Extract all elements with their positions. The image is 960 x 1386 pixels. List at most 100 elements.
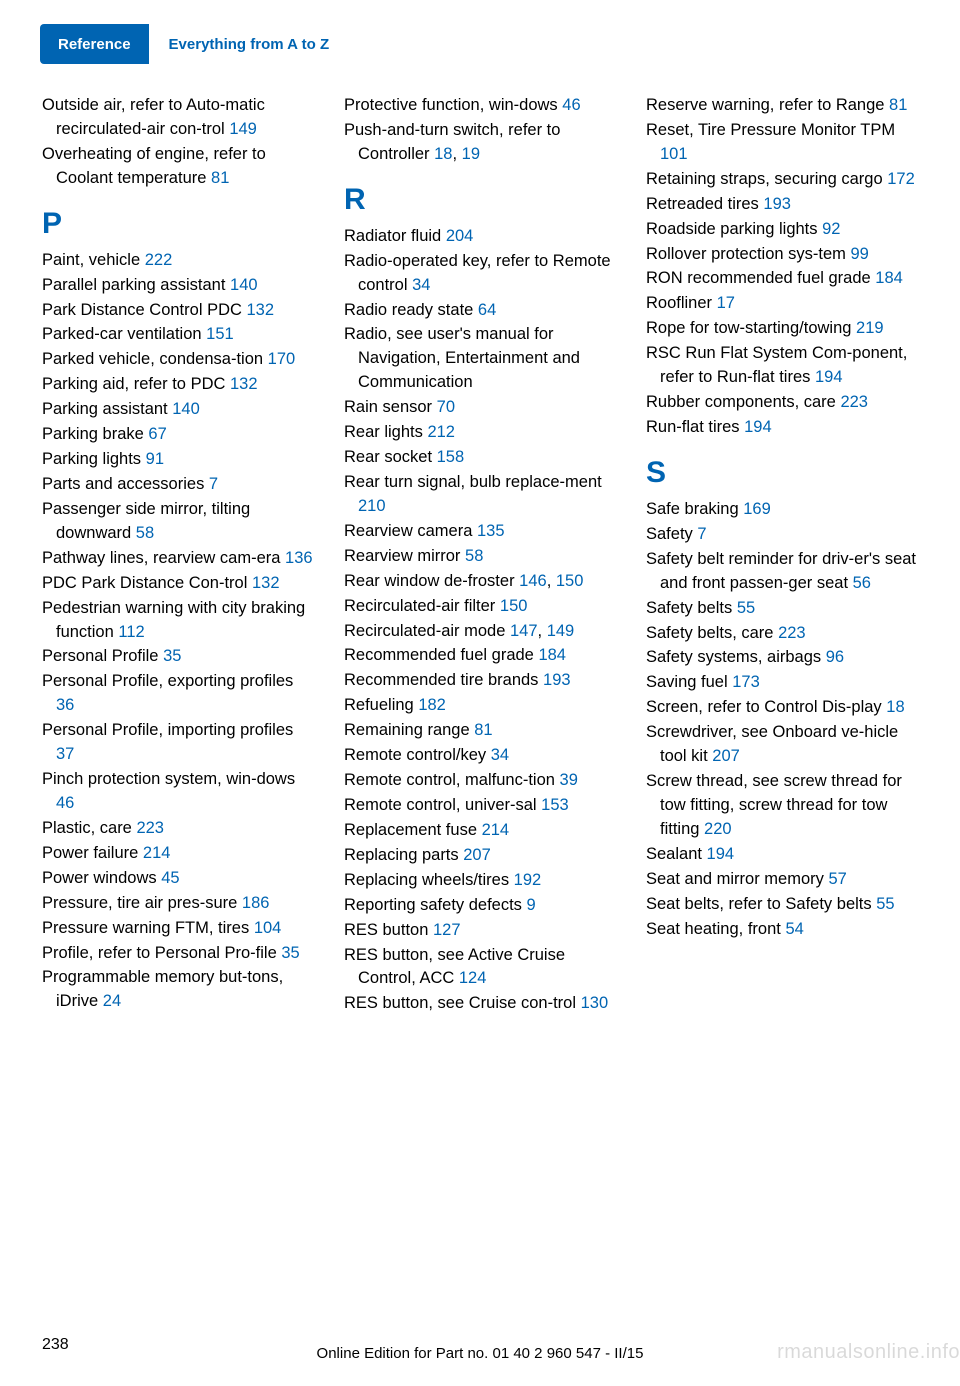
index-page-link[interactable]: 173 — [732, 673, 760, 691]
index-page-link[interactable]: 124 — [459, 969, 487, 987]
index-page-link[interactable]: 182 — [418, 696, 446, 714]
index-page-link[interactable]: 96 — [826, 648, 844, 666]
index-page-link[interactable]: 34 — [412, 276, 430, 294]
index-page-link[interactable]: 210 — [358, 497, 386, 515]
index-page-link[interactable]: 222 — [145, 251, 173, 269]
index-page-link[interactable]: 150 — [500, 597, 528, 615]
index-page-link[interactable]: 7 — [697, 525, 706, 543]
index-page-link[interactable]: 132 — [247, 301, 275, 319]
index-page-link[interactable]: 214 — [143, 844, 171, 862]
index-entry: Parking brake 67 — [42, 423, 316, 447]
index-page-link[interactable]: 132 — [252, 574, 280, 592]
index-page-link[interactable]: 153 — [541, 796, 569, 814]
index-page-link[interactable]: 70 — [437, 398, 455, 416]
index-page-link[interactable]: 112 — [118, 623, 144, 641]
index-page-link[interactable]: 194 — [707, 845, 735, 863]
index-page-link[interactable]: 223 — [778, 624, 806, 642]
index-page-link[interactable]: 223 — [840, 393, 868, 411]
index-page-link[interactable]: 186 — [242, 894, 270, 912]
index-page-link[interactable]: 172 — [887, 170, 915, 188]
index-page-link[interactable]: 146 — [519, 572, 547, 590]
index-page-link[interactable]: 204 — [446, 227, 474, 245]
index-page-link[interactable]: 132 — [230, 375, 258, 393]
index-page-link[interactable]: 39 — [560, 771, 578, 789]
index-page-link[interactable]: 136 — [285, 549, 313, 567]
index-page-link[interactable]: 184 — [538, 646, 566, 664]
index-page-link[interactable]: 214 — [482, 821, 510, 839]
index-entry: Radiator fluid 204 — [344, 225, 618, 249]
index-entry-text: Protective function, win‐dows — [344, 96, 562, 114]
index-entry: Seat heating, front 54 — [646, 918, 920, 942]
index-page-link[interactable]: 81 — [889, 96, 907, 114]
index-page-link[interactable]: 170 — [268, 350, 296, 368]
index-page-link[interactable]: 55 — [876, 895, 894, 913]
index-page-link[interactable]: 151 — [206, 325, 234, 343]
index-page-link[interactable]: 81 — [474, 721, 492, 739]
index-page-link[interactable]: 149 — [547, 622, 575, 640]
index-page-link[interactable]: 149 — [229, 120, 257, 138]
index-page-link[interactable]: 193 — [543, 671, 571, 689]
index-page-link[interactable]: 127 — [433, 921, 461, 939]
index-page-link[interactable]: 207 — [463, 846, 491, 864]
index-page-link[interactable]: 24 — [103, 992, 121, 1010]
index-page-link[interactable]: 92 — [822, 220, 840, 238]
index-entry-text: Safe braking — [646, 500, 743, 518]
index-entry: Programmable memory but‐tons, iDrive 24 — [42, 966, 316, 1014]
index-page-link[interactable]: 35 — [163, 647, 181, 665]
index-page-link[interactable]: 219 — [856, 319, 884, 337]
index-page-link[interactable]: 130 — [581, 994, 609, 1012]
index-page-link[interactable]: 81 — [211, 169, 229, 187]
index-page-link[interactable]: 57 — [828, 870, 846, 888]
index-entry-text: Parking lights — [42, 450, 146, 468]
index-page-link[interactable]: 135 — [477, 522, 505, 540]
index-page-link[interactable]: 192 — [514, 871, 542, 889]
index-page-link[interactable]: 67 — [148, 425, 166, 443]
index-entry: Rearview camera 135 — [344, 520, 618, 544]
index-page-link[interactable]: 7 — [209, 475, 218, 493]
index-page-link[interactable]: 193 — [763, 195, 791, 213]
index-page-link[interactable]: 9 — [527, 896, 536, 914]
index-entry-text: Screen, refer to Control Dis‐play — [646, 698, 886, 716]
index-page-link[interactable]: 58 — [136, 524, 154, 542]
index-page-link[interactable]: 18 — [434, 145, 452, 163]
index-page-link[interactable]: 36 — [56, 696, 74, 714]
index-entry-text: Rain sensor — [344, 398, 437, 416]
index-page-link[interactable]: 194 — [815, 368, 843, 386]
index-page-link[interactable]: 220 — [704, 820, 732, 838]
index-page-link[interactable]: 169 — [743, 500, 771, 518]
index-page-link[interactable]: 54 — [785, 920, 803, 938]
index-page-link[interactable]: 104 — [254, 919, 282, 937]
index-entry-text: Personal Profile — [42, 647, 163, 665]
index-entry: Sealant 194 — [646, 843, 920, 867]
index-page-link[interactable]: 17 — [717, 294, 735, 312]
index-page-link[interactable]: 46 — [56, 794, 74, 812]
index-page-link[interactable]: 55 — [737, 599, 755, 617]
index-page-link[interactable]: 99 — [851, 245, 869, 263]
index-page-link[interactable]: 140 — [230, 276, 258, 294]
index-page-link[interactable]: 58 — [465, 547, 483, 565]
index-page-link[interactable]: 19 — [462, 145, 480, 163]
index-page-link[interactable]: 34 — [491, 746, 509, 764]
index-entry: Personal Profile 35 — [42, 645, 316, 669]
index-entry: Park Distance Control PDC 132 — [42, 299, 316, 323]
index-page-link[interactable]: 194 — [744, 418, 772, 436]
index-page-link[interactable]: 56 — [853, 574, 871, 592]
index-entry: RON recommended fuel grade 184 — [646, 267, 920, 291]
index-page-link[interactable]: 150 — [556, 572, 584, 590]
index-page-link[interactable]: 18 — [886, 698, 904, 716]
index-page-link[interactable]: 184 — [875, 269, 903, 287]
index-page-link[interactable]: 35 — [281, 944, 299, 962]
index-page-link[interactable]: 91 — [146, 450, 164, 468]
index-page-link[interactable]: 37 — [56, 745, 74, 763]
index-page-link[interactable]: 212 — [427, 423, 455, 441]
index-page-link[interactable]: 46 — [562, 96, 580, 114]
index-page-link[interactable]: 45 — [161, 869, 179, 887]
index-page-link[interactable]: 140 — [172, 400, 200, 418]
index-page-link[interactable]: 64 — [478, 301, 496, 319]
index-entry: Parking assistant 140 — [42, 398, 316, 422]
index-page-link[interactable]: 147 — [510, 622, 538, 640]
index-page-link[interactable]: 207 — [712, 747, 740, 765]
index-page-link[interactable]: 223 — [136, 819, 164, 837]
index-page-link[interactable]: 101 — [660, 145, 688, 163]
index-page-link[interactable]: 158 — [437, 448, 465, 466]
